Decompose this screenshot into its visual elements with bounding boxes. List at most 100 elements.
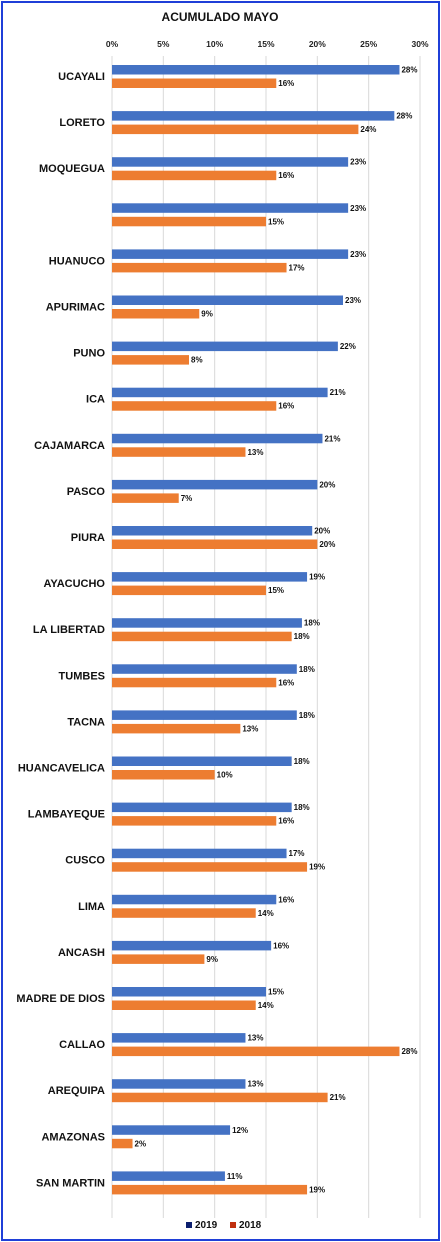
category-label: APURIMAC [46, 302, 105, 314]
chart-title: ACUMULADO MAYO [162, 10, 279, 24]
data-label-2019: 28% [396, 112, 412, 121]
bar-2019 [112, 65, 400, 75]
data-label-2018: 16% [278, 678, 294, 687]
data-label-2018: 28% [401, 1047, 417, 1056]
bar-2018 [112, 1184, 308, 1195]
bar-2019 [112, 157, 349, 167]
bar-2019 [112, 756, 292, 766]
bar-2019 [112, 664, 297, 674]
bar-2018 [112, 216, 266, 227]
category-label: MOQUEGUA [39, 163, 105, 175]
data-label-2018: 2% [135, 1139, 147, 1148]
data-label-2019: 18% [299, 711, 315, 720]
data-label-2018: 13% [247, 448, 263, 457]
bar-2018 [112, 170, 277, 181]
data-label-2018: 19% [309, 1185, 325, 1194]
bar-2019 [112, 526, 313, 536]
data-label-2019: 17% [289, 849, 305, 858]
data-label-2018: 16% [278, 79, 294, 88]
data-label-2019: 23% [350, 158, 366, 167]
data-label-2019: 15% [268, 988, 284, 997]
x-tick-label: 30% [411, 39, 428, 49]
bar-2018 [112, 401, 277, 411]
category-label: TACNA [67, 716, 105, 728]
category-label: LIMA [78, 901, 105, 913]
data-label-2018: 7% [181, 494, 193, 503]
category-label: PIURA [71, 532, 105, 544]
bar-2018 [112, 1138, 133, 1149]
data-label-2018: 15% [268, 586, 284, 595]
data-label-2019: 16% [278, 895, 294, 904]
data-label-2019: 18% [294, 803, 310, 812]
bar-2018 [112, 723, 241, 734]
category-label: AMAZONAS [41, 1131, 105, 1143]
category-label: UCAYALI [58, 71, 105, 83]
bar-2019 [112, 987, 266, 997]
data-label-2019: 12% [232, 1126, 248, 1135]
data-label-2019: 13% [247, 1034, 263, 1043]
category-label: PUNO [73, 348, 105, 360]
bar-2019 [112, 479, 318, 490]
data-label-2018: 24% [360, 125, 376, 134]
data-label-2018: 20% [319, 540, 335, 549]
category-label: CALLAO [59, 1039, 105, 1051]
x-tick-label: 25% [360, 39, 377, 49]
bar-2018 [112, 1000, 256, 1010]
category-label: CAJAMARCA [34, 440, 105, 452]
category-label: HUANUCO [49, 255, 106, 267]
legend-swatch [186, 1222, 192, 1228]
bar-2018 [112, 862, 308, 872]
bar-2019 [112, 618, 302, 628]
data-label-2018: 18% [294, 632, 310, 641]
data-label-2018: 16% [278, 402, 294, 411]
bar-2018 [112, 631, 292, 642]
bar-2019 [112, 1079, 246, 1089]
bar-2019 [112, 295, 343, 305]
data-label-2019: 20% [314, 527, 330, 536]
data-label-2019: 11% [227, 1172, 243, 1181]
bar-2019 [112, 802, 292, 813]
x-tick-label: 10% [206, 39, 223, 49]
x-tick-label: 15% [257, 39, 274, 49]
bar-2018 [112, 493, 179, 503]
bar-2018 [112, 1092, 328, 1103]
data-label-2019: 13% [247, 1080, 263, 1089]
bar-2018 [112, 1046, 400, 1057]
data-label-2018: 21% [330, 1093, 346, 1102]
bar-2018 [112, 355, 189, 365]
data-label-2019: 23% [345, 296, 361, 305]
category-label: MADRE DE DIOS [16, 993, 105, 1005]
category-label: LORETO [59, 117, 105, 129]
data-label-2018: 9% [206, 955, 218, 964]
bar-2018 [112, 677, 277, 688]
data-label-2019: 23% [350, 250, 366, 259]
legend-swatch [230, 1222, 236, 1228]
data-label-2018: 14% [258, 1001, 274, 1010]
bar-2018 [112, 816, 277, 826]
bar-2018 [112, 309, 200, 319]
bar-2019 [112, 894, 277, 905]
bar-2019 [112, 203, 349, 213]
bar-2019 [112, 940, 272, 951]
category-label: AREQUIPA [48, 1085, 105, 1097]
category-label: HUANCAVELICA [18, 763, 105, 775]
bar-2019 [112, 433, 323, 444]
category-label: CUSCO [65, 855, 105, 867]
data-label-2019: 16% [273, 941, 289, 950]
category-label: PASCO [67, 486, 106, 498]
data-label-2019: 18% [294, 757, 310, 766]
data-label-2018: 19% [309, 863, 325, 872]
x-tick-label: 5% [157, 39, 170, 49]
category-label: LA LIBERTAD [33, 624, 105, 636]
bar-2018 [112, 262, 287, 273]
data-label-2019: 28% [401, 66, 417, 75]
category-label: SAN MARTIN [36, 1177, 105, 1189]
data-label-2019: 21% [324, 434, 340, 443]
legend-label: 2019 [195, 1220, 218, 1231]
data-label-2018: 14% [258, 909, 274, 918]
x-tick-label: 0% [106, 39, 119, 49]
bar-2019 [112, 111, 395, 121]
bar-2018 [112, 585, 266, 596]
